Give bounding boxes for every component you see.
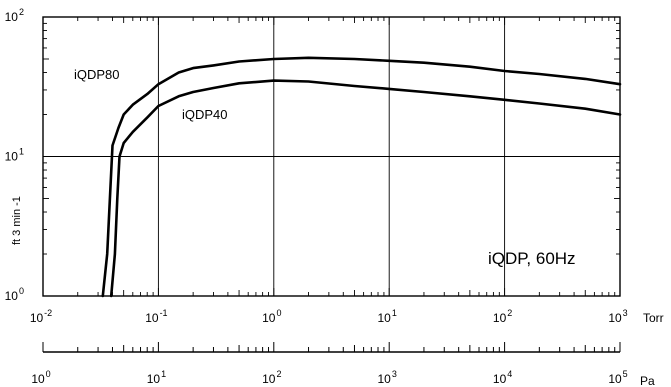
x-tick-label-base: 10 bbox=[378, 311, 392, 325]
x-tick-label: 100 bbox=[262, 308, 281, 325]
x-tick-label-exponent: 3 bbox=[623, 308, 628, 318]
pa-tick-label-exponent: 3 bbox=[392, 369, 397, 379]
y-tick-label-base: 10 bbox=[5, 10, 19, 24]
x-tick-label: 10-2 bbox=[30, 308, 52, 325]
pa-tick-label: 104 bbox=[493, 369, 512, 386]
pa-tick-label-base: 10 bbox=[147, 372, 161, 386]
y-axis-label: ft 3 min -1 bbox=[11, 196, 23, 245]
y-tick-label-base: 10 bbox=[5, 150, 19, 164]
x-tick-label-base: 10 bbox=[30, 311, 44, 325]
pa-tick-label-exponent: 0 bbox=[46, 369, 51, 379]
pa-tick-label: 102 bbox=[262, 369, 281, 386]
pa-tick-label: 105 bbox=[608, 369, 627, 386]
y-tick-label: 101 bbox=[5, 147, 24, 164]
pa-tick-label-base: 10 bbox=[493, 372, 507, 386]
x-tick-label-base: 10 bbox=[493, 311, 507, 325]
pa-tick-label-base: 10 bbox=[378, 372, 392, 386]
x-tick-label-exponent: -1 bbox=[160, 308, 168, 318]
x-tick-label-exponent: 2 bbox=[507, 308, 512, 318]
x-tick-label-exponent: -2 bbox=[44, 308, 52, 318]
pa-tick-label-exponent: 1 bbox=[161, 369, 166, 379]
x-unit-torr: Torr bbox=[643, 311, 664, 325]
series-label-iqdp80: iQDP80 bbox=[74, 67, 120, 82]
series-line-iqdp80 bbox=[101, 56, 622, 298]
x-unit-pa: Pa bbox=[640, 374, 655, 387]
pa-tick-label-exponent: 4 bbox=[507, 369, 512, 379]
x-tick-label-exponent: 1 bbox=[392, 308, 397, 318]
x-tick-label: 10-1 bbox=[145, 308, 167, 325]
x-tick-label: 101 bbox=[378, 308, 397, 325]
y-tick-label-exponent: 1 bbox=[19, 147, 24, 157]
x-tick-label-base: 10 bbox=[608, 311, 622, 325]
series-lines bbox=[101, 56, 622, 298]
pa-tick-label: 103 bbox=[378, 369, 397, 386]
chart-annotation: iQDP, 60Hz bbox=[488, 249, 576, 268]
x-tick-label-exponent: 0 bbox=[276, 308, 281, 318]
pascal-axis: 100 101 102 103 104 105 bbox=[31, 342, 628, 386]
y-tick-label: 100 bbox=[5, 286, 24, 303]
y-tick-label-exponent: 2 bbox=[19, 7, 24, 17]
pa-tick-label: 100 bbox=[31, 369, 50, 386]
grid-lines bbox=[43, 17, 620, 296]
pa-tick-label-exponent: 2 bbox=[276, 369, 281, 379]
y-tick-label-base: 10 bbox=[5, 289, 19, 303]
pa-tick-label-base: 10 bbox=[608, 372, 622, 386]
pa-tick-label-base: 10 bbox=[262, 372, 276, 386]
series-label-iqdp40: iQDP40 bbox=[182, 107, 228, 122]
pa-tick-label-exponent: 5 bbox=[623, 369, 628, 379]
x-tick-label-base: 10 bbox=[145, 311, 159, 325]
x-tick-label: 103 bbox=[608, 308, 627, 325]
y-tick-label-exponent: 0 bbox=[19, 286, 24, 296]
x-tick-label-base: 10 bbox=[262, 311, 276, 325]
y-tick-label: 102 bbox=[5, 7, 24, 24]
pa-tick-label: 101 bbox=[147, 369, 166, 386]
series-line-iqdp40 bbox=[109, 79, 622, 298]
pa-tick-label-base: 10 bbox=[31, 372, 45, 386]
x-tick-label: 102 bbox=[493, 308, 512, 325]
